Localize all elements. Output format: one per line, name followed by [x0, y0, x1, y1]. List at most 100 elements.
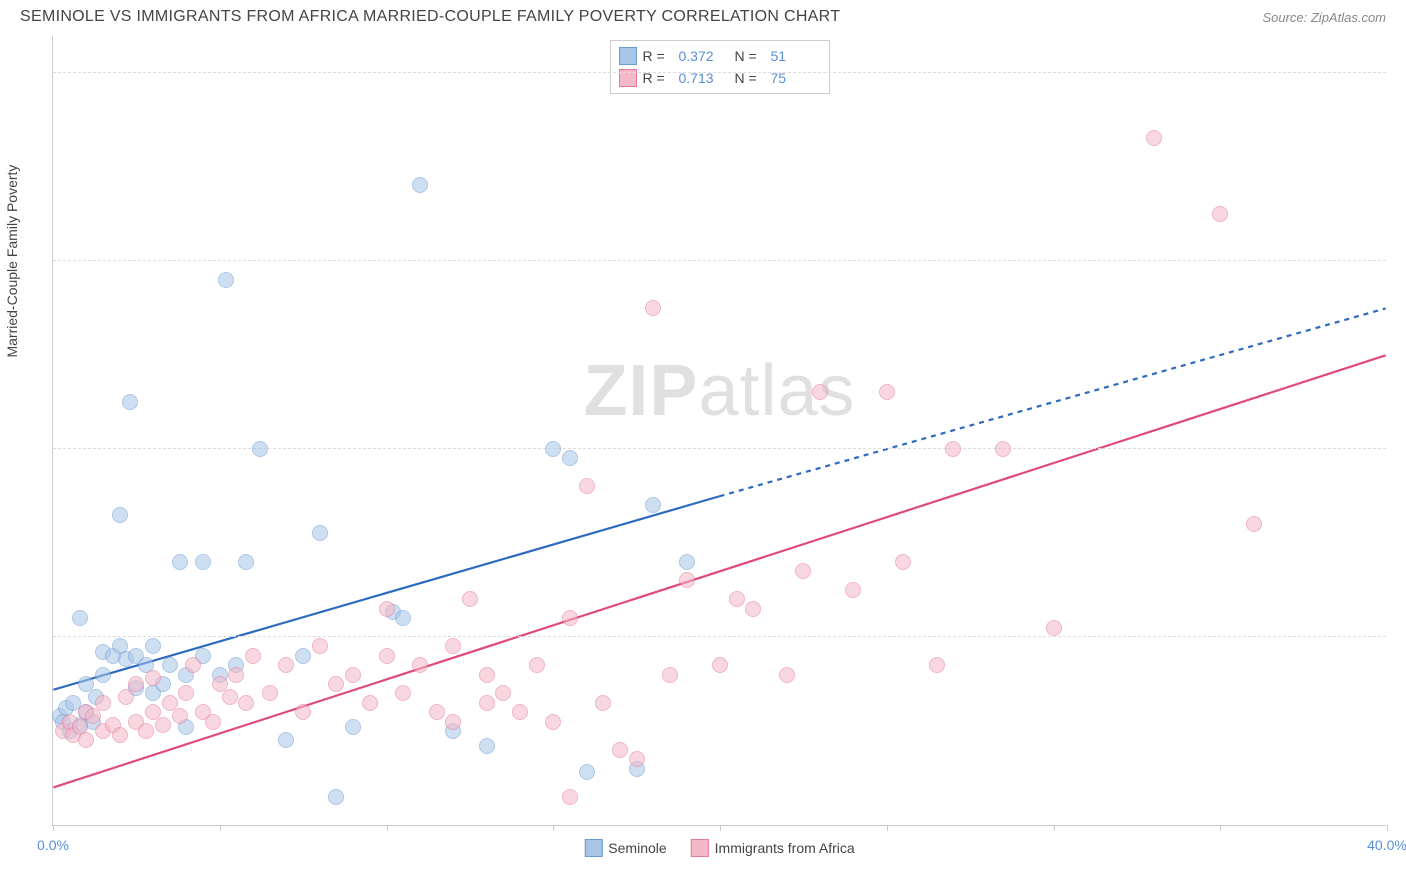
gridline [53, 260, 1386, 261]
data-point [712, 657, 728, 673]
data-point [645, 497, 661, 513]
legend-item: Seminole [584, 839, 666, 857]
data-point [462, 591, 478, 607]
n-label: N = [735, 48, 765, 64]
data-point [562, 450, 578, 466]
data-point [995, 441, 1011, 457]
data-point [172, 708, 188, 724]
data-point [195, 554, 211, 570]
data-point [228, 667, 244, 683]
legend-row: R =0.713N =75 [619, 67, 821, 89]
x-tick [1220, 825, 1221, 831]
legend-swatch [619, 47, 637, 65]
data-point [122, 394, 138, 410]
data-point [205, 714, 221, 730]
data-point [1246, 516, 1262, 532]
data-point [295, 648, 311, 664]
data-point [779, 667, 795, 683]
data-point [252, 441, 268, 457]
data-point [245, 648, 261, 664]
data-point [178, 685, 194, 701]
data-point [395, 610, 411, 626]
data-point [729, 591, 745, 607]
x-tick [553, 825, 554, 831]
data-point [579, 478, 595, 494]
legend-item: Immigrants from Africa [691, 839, 855, 857]
data-point [395, 685, 411, 701]
data-point [95, 667, 111, 683]
data-point [812, 384, 828, 400]
data-point [112, 507, 128, 523]
data-point [645, 300, 661, 316]
header: SEMINOLE VS IMMIGRANTS FROM AFRICA MARRI… [0, 0, 1406, 30]
r-value: 0.372 [679, 48, 729, 64]
data-point [312, 525, 328, 541]
data-point [512, 704, 528, 720]
x-tick [1387, 825, 1388, 831]
data-point [118, 689, 134, 705]
data-point [479, 695, 495, 711]
data-point [679, 554, 695, 570]
data-point [238, 695, 254, 711]
data-point [879, 384, 895, 400]
data-point [929, 657, 945, 673]
data-point [479, 738, 495, 754]
data-point [145, 670, 161, 686]
series-legend: Seminole Immigrants from Africa [584, 839, 854, 857]
watermark-zip: ZIP [583, 351, 698, 431]
data-point [1146, 130, 1162, 146]
data-point [579, 764, 595, 780]
data-point [945, 441, 961, 457]
data-point [895, 554, 911, 570]
data-point [345, 719, 361, 735]
gridline [53, 72, 1386, 73]
y-axis-label: Married-Couple Family Poverty [4, 165, 20, 358]
data-point [222, 689, 238, 705]
legend-swatch [584, 839, 602, 857]
data-point [95, 695, 111, 711]
data-point [529, 657, 545, 673]
x-tick [53, 825, 54, 831]
data-point [745, 601, 761, 617]
data-point [238, 554, 254, 570]
data-point [479, 667, 495, 683]
data-point [172, 554, 188, 570]
scatter-chart: ZIPatlas R =0.372N =51R =0.713N =75 Semi… [52, 36, 1386, 826]
data-point [328, 789, 344, 805]
data-point [445, 714, 461, 730]
data-point [345, 667, 361, 683]
data-point [545, 714, 561, 730]
data-point [328, 676, 344, 692]
data-point [85, 708, 101, 724]
x-tick [1054, 825, 1055, 831]
r-label: R = [643, 48, 673, 64]
data-point [185, 657, 201, 673]
x-tick [887, 825, 888, 831]
x-tick [387, 825, 388, 831]
legend-row: R =0.372N =51 [619, 45, 821, 67]
data-point [629, 751, 645, 767]
data-point [545, 441, 561, 457]
data-point [145, 638, 161, 654]
data-point [262, 685, 278, 701]
data-point [379, 648, 395, 664]
data-point [845, 582, 861, 598]
legend-swatch [691, 839, 709, 857]
legend-label: Immigrants from Africa [715, 840, 855, 856]
data-point [795, 563, 811, 579]
data-point [138, 723, 154, 739]
data-point [162, 657, 178, 673]
data-point [1046, 620, 1062, 636]
x-tick [720, 825, 721, 831]
chart-title: SEMINOLE VS IMMIGRANTS FROM AFRICA MARRI… [20, 8, 840, 26]
data-point [295, 704, 311, 720]
data-point [278, 657, 294, 673]
source-attribution: Source: ZipAtlas.com [1262, 10, 1386, 25]
x-tick-label: 40.0% [1367, 837, 1406, 853]
correlation-legend: R =0.372N =51R =0.713N =75 [610, 40, 830, 94]
data-point [72, 610, 88, 626]
x-tick [220, 825, 221, 831]
data-point [412, 177, 428, 193]
data-point [595, 695, 611, 711]
gridline [53, 636, 1386, 637]
